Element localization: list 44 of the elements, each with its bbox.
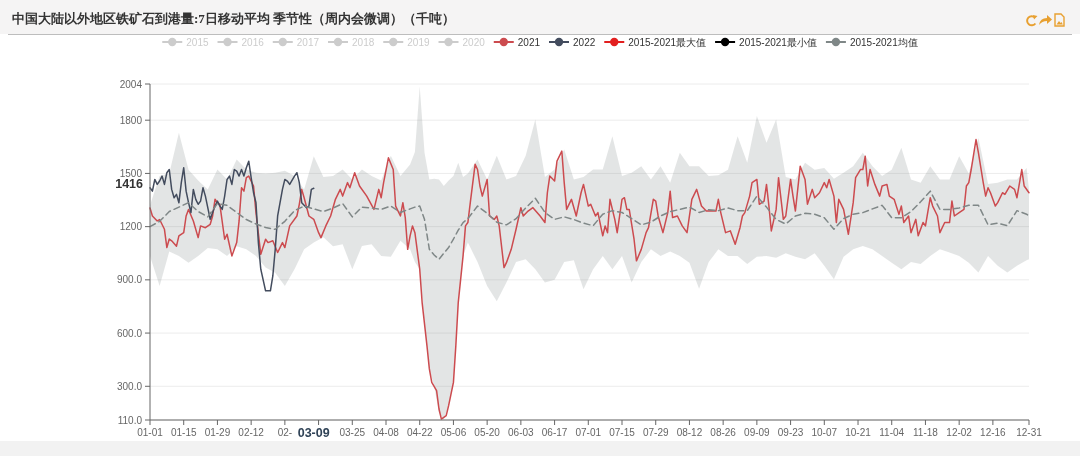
line-series [149, 190, 1030, 261]
legend-label: 2022 [573, 36, 596, 48]
x-tick-label: 08-12 [676, 427, 703, 438]
chart-title: 中国大陆以外地区铁矿石到港量:7日移动平均 季节性（周内会微调）（千吨） [12, 11, 456, 26]
x-tick-label: 07-29 [642, 427, 669, 438]
text: 1416 [115, 177, 144, 191]
y-tick-label: 1800 [119, 114, 143, 126]
y-tick-label: 600.0 [116, 327, 143, 339]
x-tick-label: 09-09 [744, 427, 771, 438]
text: 03-09 [297, 426, 330, 440]
y-tick-label: 1200 [119, 221, 143, 233]
y-tick-label: 300.0 [116, 380, 143, 392]
x-tick-label: 04-22 [406, 427, 433, 438]
line-series [149, 160, 315, 292]
x-tick-label: 05-06 [440, 427, 467, 438]
legend-label: 2015-2021均值 [849, 36, 918, 48]
x-tick-label: 06-17 [541, 427, 568, 438]
y-tick-label: 1500 [119, 167, 143, 179]
x-tick-label: 07-15 [609, 427, 636, 438]
x-tick-label: 08-26 [710, 427, 737, 438]
legend-label: 2015-2021最大值 [628, 36, 707, 48]
y-tick-label: 110.0 [117, 414, 143, 426]
legend-label: 2015-2021最小值 [739, 36, 817, 48]
x-tick-label: 06-03 [508, 427, 535, 438]
x-tick-label: 12-02 [946, 427, 973, 438]
x-tick-label: 01-01 [137, 427, 164, 438]
x-tick-label: 02- [277, 427, 293, 438]
y-tick-label: 2004 [119, 78, 143, 90]
x-tick-label: 10-07 [811, 427, 838, 438]
y-tick-label: 900.0 [116, 274, 143, 286]
x-tick-label: 01-15 [170, 427, 197, 438]
x-tick-label: 12-16 [980, 427, 1007, 438]
x-tick-label: 10-21 [845, 427, 872, 438]
x-tick-label: 11-04 [879, 427, 905, 438]
x-tick-label: 11-18 [913, 427, 939, 438]
x-tick-label: 09-23 [777, 427, 804, 438]
legend-label: 2021 [517, 36, 541, 48]
x-tick-label: 04-08 [373, 427, 400, 438]
x-tick-label: 03-25 [339, 427, 366, 438]
x-tick-label: 07-01 [575, 427, 602, 438]
x-tick-label: 12-31 [1016, 427, 1043, 438]
x-tick-label: 02-12 [238, 427, 265, 438]
x-tick-label: 01-29 [204, 427, 231, 438]
x-tick-label: 05-20 [474, 427, 501, 438]
